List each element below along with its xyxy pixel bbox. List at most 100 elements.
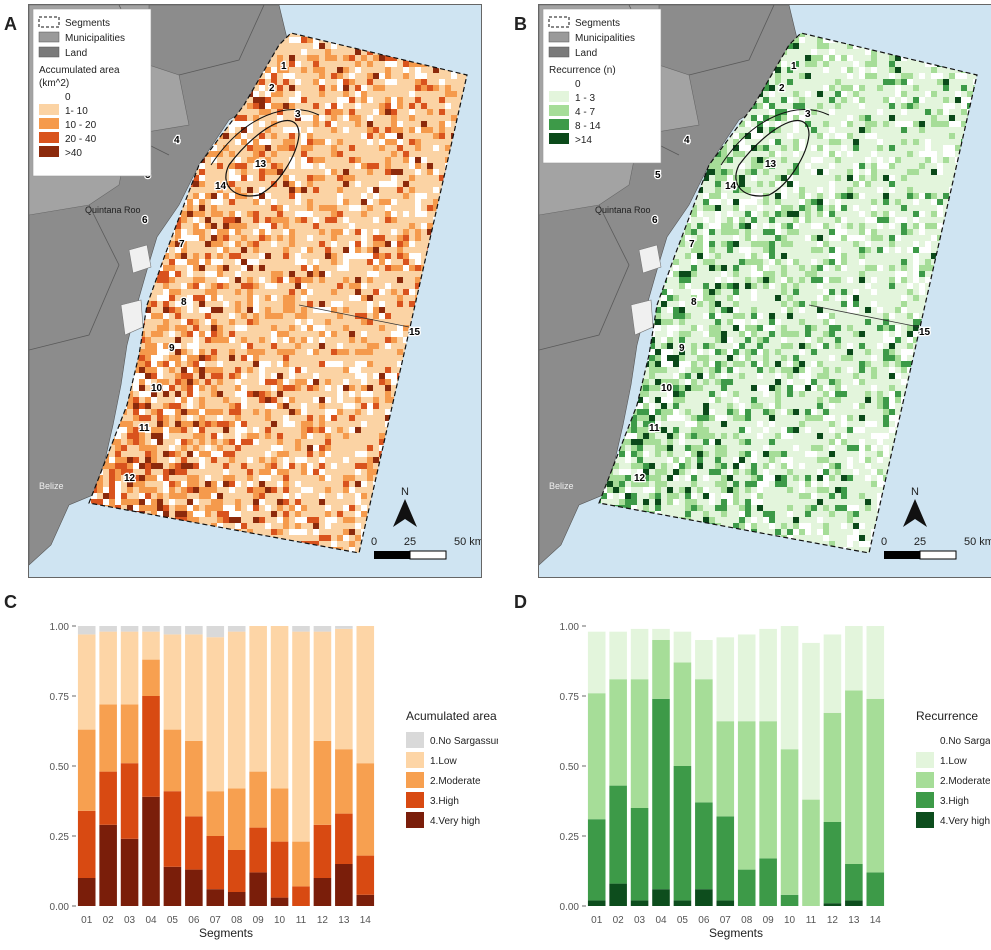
segment-label-15: 15 xyxy=(409,327,421,338)
legend-swatch-municipalities xyxy=(38,31,60,43)
legend-item-veryhigh: 4.Very high xyxy=(940,816,990,827)
legend-class-swatch xyxy=(39,90,59,101)
y-tick-label: 0.25 xyxy=(50,832,70,843)
scale-label-50: 50 km xyxy=(454,536,481,548)
bar-05-moderate xyxy=(673,662,692,766)
x-tick-label-09: 09 xyxy=(253,915,265,926)
bar-03-high xyxy=(630,808,649,901)
bar-04-moderate xyxy=(142,659,160,696)
legend-swatch-segments xyxy=(38,16,60,28)
bar-12-low xyxy=(313,631,332,741)
x-tick-label-09: 09 xyxy=(763,915,775,926)
legend-swatch-nosargassum xyxy=(916,732,934,748)
panel-letter-d: D xyxy=(514,592,527,612)
bar-03-veryhigh xyxy=(630,900,649,906)
bar-06-low xyxy=(695,640,713,680)
bar-12-veryhigh xyxy=(313,878,332,906)
bar-02-high xyxy=(609,785,627,884)
legend-title: (km^2) xyxy=(39,78,69,89)
legend-class-label: 0 xyxy=(575,79,581,90)
y-tick-label: 0.50 xyxy=(50,762,70,773)
bar-13-moderate xyxy=(335,749,353,814)
bar-06-nosargassum xyxy=(185,626,203,635)
bar-09-veryhigh xyxy=(249,872,267,906)
bar-07-moderate xyxy=(716,721,735,817)
bar-05-moderate xyxy=(163,729,182,792)
bar-02-veryhigh xyxy=(99,824,117,906)
legend-class-swatch xyxy=(549,77,569,88)
legend-swatch-nosargassum xyxy=(406,732,424,748)
legend-class-label: 1- 10 xyxy=(65,106,88,117)
bar-13-high xyxy=(845,864,863,901)
north-arrow-icon xyxy=(903,499,927,527)
bar-01-low xyxy=(587,631,606,694)
segment-label-3: 3 xyxy=(295,109,301,120)
bar-11-nosargassum xyxy=(292,626,310,632)
bar-13-nosargassum xyxy=(335,626,353,629)
legend-item-high: 3.High xyxy=(940,796,969,807)
legend-swatch-low xyxy=(406,752,424,768)
bay-segment xyxy=(225,119,300,197)
segment-label-3: 3 xyxy=(805,109,811,120)
bar-03-nosargassum xyxy=(630,626,649,629)
bar-06-veryhigh xyxy=(695,889,713,906)
panel-letter-c: C xyxy=(4,592,17,612)
map-legend: Segments Municipalities Land Recurrence (n)… xyxy=(542,8,662,164)
scale-label-0: 0 xyxy=(881,536,887,548)
legend-label-land: Land xyxy=(575,48,597,59)
y-tick-label: 1.00 xyxy=(50,622,70,633)
bar-03-moderate xyxy=(120,704,139,764)
segment-label-14: 14 xyxy=(215,181,227,192)
bar-04-veryhigh xyxy=(652,889,670,906)
legend-class-label: 20 - 40 xyxy=(65,134,97,145)
bar-14-low xyxy=(356,626,375,764)
legend-item-nosargassum: 0.No Sargassum xyxy=(430,736,498,747)
bar-03-low xyxy=(630,628,649,680)
legend-swatch-moderate xyxy=(916,772,934,788)
bar-04-moderate xyxy=(652,640,670,699)
legend-class-label: 0 xyxy=(65,92,71,103)
bar-07-veryhigh xyxy=(206,889,225,906)
bar-08-veryhigh xyxy=(227,892,246,906)
bar-14-moderate xyxy=(866,698,885,873)
segment-label-14: 14 xyxy=(725,181,737,192)
legend-class-label: 8 - 14 xyxy=(575,121,601,132)
y-tick-label: 0.00 xyxy=(560,902,580,913)
bar-13-veryhigh xyxy=(335,864,353,906)
bar-09-moderate xyxy=(759,721,777,859)
x-tick-label-05: 05 xyxy=(167,915,179,926)
bar-02-low xyxy=(99,631,117,705)
segment-label-2: 2 xyxy=(269,83,275,94)
bar-14-high xyxy=(866,872,885,906)
chart-recurrence: 0.00 0.25 0.50 0.75 1.00 01 02 03 04 05 06 07 08 09 10… xyxy=(538,612,990,948)
bar-12-nosargassum xyxy=(823,626,842,635)
x-tick-label-01: 01 xyxy=(591,915,603,926)
legend-swatch-high xyxy=(406,792,424,808)
segment-label-9: 9 xyxy=(679,343,685,354)
island xyxy=(128,244,152,274)
bar-07-veryhigh xyxy=(716,900,735,906)
bar-02-moderate xyxy=(609,679,627,786)
legend-class-swatch xyxy=(549,133,569,144)
x-tick-label-07: 07 xyxy=(720,915,732,926)
bar-03-moderate xyxy=(630,679,649,808)
bar-01-high xyxy=(587,819,606,901)
legend-class-label: >40 xyxy=(65,148,82,159)
scale-bar xyxy=(374,550,447,560)
bar-09-high xyxy=(759,858,777,906)
legend-title: Accumulated area xyxy=(39,65,120,76)
legend-class-swatch xyxy=(39,118,59,129)
bar-03-nosargassum xyxy=(120,626,139,632)
bar-03-low xyxy=(120,631,139,705)
segment-label-4: 4 xyxy=(174,135,180,146)
bar-04-low xyxy=(142,631,160,660)
segment-label-2: 2 xyxy=(779,83,785,94)
x-tick-label-06: 06 xyxy=(698,915,710,926)
bar-04-high xyxy=(142,696,160,797)
x-tick-label-04: 04 xyxy=(655,915,667,926)
bar-14-veryhigh xyxy=(356,894,375,906)
chart-svg: 0.00 0.25 0.50 0.75 1.00 01 02 03 04 05 06 07 08 09 10… xyxy=(560,622,990,940)
bar-13-low xyxy=(845,626,863,691)
bar-06-veryhigh xyxy=(185,869,203,906)
segment-label-8: 8 xyxy=(181,297,187,308)
